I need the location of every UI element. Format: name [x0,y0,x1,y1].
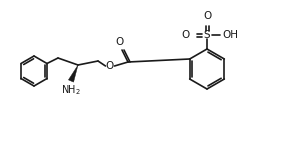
Text: S: S [204,30,210,40]
Text: O: O [106,61,114,71]
Polygon shape [69,65,78,82]
Text: O: O [116,37,124,47]
Text: OH: OH [222,30,238,40]
Text: NH$_2$: NH$_2$ [61,83,81,97]
Text: O: O [203,11,211,21]
Text: O: O [182,30,190,40]
